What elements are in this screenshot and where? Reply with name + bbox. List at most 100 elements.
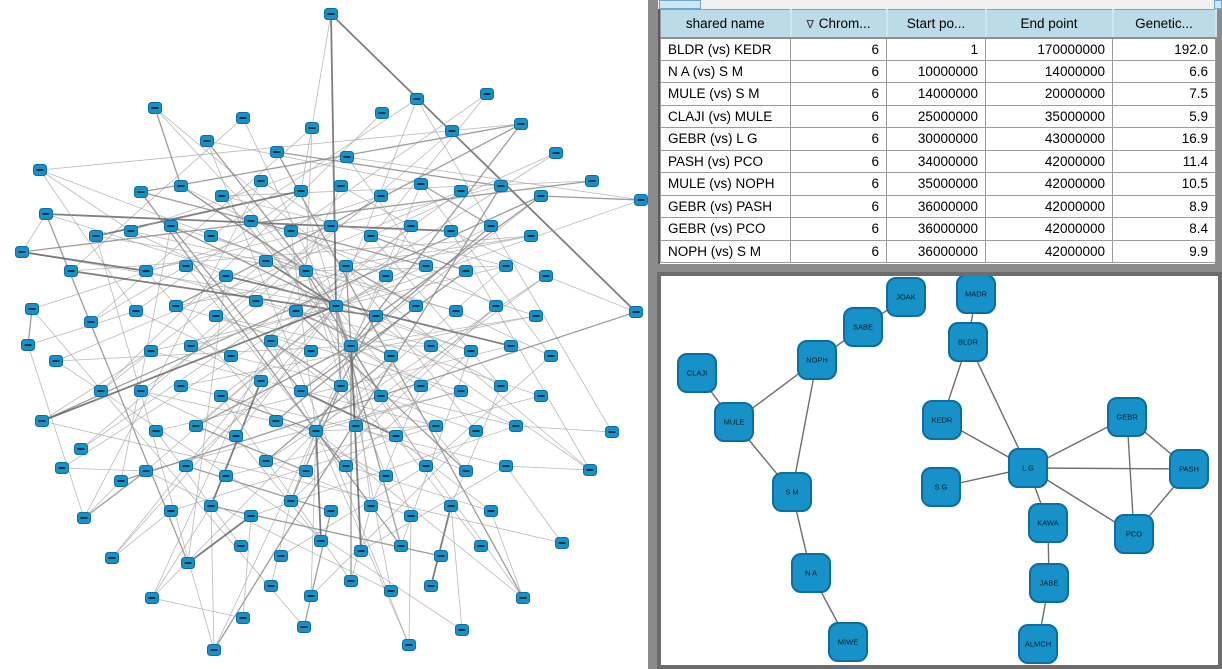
network-node[interactable]	[55, 462, 69, 474]
network-node[interactable]	[89, 230, 103, 242]
table-cell[interactable]: 6	[790, 172, 887, 196]
network-node-claji[interactable]: CLAJI	[677, 353, 717, 393]
network-node[interactable]	[184, 340, 198, 352]
network-node[interactable]	[404, 510, 418, 522]
table-cell[interactable]: 8.4	[1112, 217, 1216, 241]
network-node[interactable]	[254, 375, 268, 387]
table-cell[interactable]: NOPH (vs) S M	[660, 239, 791, 263]
table-cell[interactable]: CLAJI (vs) MULE	[660, 104, 791, 128]
network-node[interactable]	[259, 255, 273, 267]
network-node[interactable]	[94, 385, 108, 397]
network-node[interactable]	[454, 385, 468, 397]
network-node[interactable]	[340, 151, 354, 163]
network-node[interactable]	[459, 265, 473, 277]
table-cell[interactable]: 10.5	[1112, 172, 1216, 196]
network-node[interactable]	[236, 112, 250, 124]
network-node[interactable]	[314, 535, 328, 547]
network-node[interactable]	[149, 425, 163, 437]
network-node[interactable]	[294, 385, 308, 397]
network-node[interactable]	[402, 639, 416, 651]
network-node[interactable]	[324, 220, 338, 232]
column-header-3[interactable]: End point	[985, 9, 1114, 39]
network-node[interactable]	[499, 260, 513, 272]
network-node[interactable]	[424, 340, 438, 352]
table-cell[interactable]: 6	[790, 37, 887, 61]
network-node[interactable]	[229, 430, 243, 442]
table-cell[interactable]: GEBR (vs) L G	[660, 127, 791, 151]
network-node-pco[interactable]: PCO	[1114, 514, 1154, 554]
network-node[interactable]	[234, 540, 248, 552]
network-node[interactable]	[214, 390, 228, 402]
network-node[interactable]	[379, 470, 393, 482]
network-node[interactable]	[74, 443, 88, 455]
network-node[interactable]	[304, 345, 318, 357]
network-node[interactable]	[409, 300, 423, 312]
network-node[interactable]	[419, 460, 433, 472]
table-cell[interactable]: N A (vs) S M	[660, 59, 791, 83]
table-cell[interactable]: 8.9	[1112, 194, 1216, 218]
network-node[interactable]	[305, 122, 319, 134]
network-node[interactable]	[134, 186, 148, 198]
network-node[interactable]	[284, 225, 298, 237]
table-cell[interactable]: 11.4	[1112, 149, 1216, 173]
network-node[interactable]	[539, 270, 553, 282]
network-node[interactable]	[504, 340, 518, 352]
table-row[interactable]: NOPH (vs) S M 6 36000000 42000000 9.9	[660, 239, 1216, 263]
network-node[interactable]	[144, 345, 158, 357]
network-node[interactable]	[33, 164, 47, 176]
table-cell[interactable]: 1	[886, 37, 986, 61]
network-node[interactable]	[524, 230, 538, 242]
network-node[interactable]	[329, 300, 343, 312]
network-node[interactable]	[224, 350, 238, 362]
table-cell[interactable]: 14000000	[886, 82, 986, 106]
table-cell[interactable]: 9.9	[1112, 239, 1216, 263]
network-node[interactable]	[384, 350, 398, 362]
network-node[interactable]	[134, 385, 148, 397]
network-node[interactable]	[324, 8, 338, 20]
network-node-madr[interactable]: MADR	[956, 274, 996, 314]
network-node[interactable]	[25, 303, 39, 315]
table-cell[interactable]: 36000000	[886, 217, 986, 241]
table-corner-widget[interactable]	[659, 0, 701, 9]
network-node-jabe[interactable]: JABE	[1029, 563, 1069, 603]
network-node[interactable]	[244, 510, 258, 522]
network-node[interactable]	[179, 460, 193, 472]
network-node[interactable]	[389, 430, 403, 442]
network-node[interactable]	[549, 147, 563, 159]
network-node[interactable]	[410, 93, 424, 105]
network-node[interactable]	[529, 310, 543, 322]
network-node[interactable]	[289, 305, 303, 317]
network-node[interactable]	[464, 345, 478, 357]
network-node[interactable]	[204, 230, 218, 242]
network-node[interactable]	[189, 420, 203, 432]
network-node[interactable]	[434, 550, 448, 562]
network-node[interactable]	[459, 465, 473, 477]
network-node[interactable]	[419, 260, 433, 272]
network-node-s-m[interactable]: S M	[772, 472, 812, 512]
column-header-0[interactable]: shared name	[660, 9, 792, 39]
network-node[interactable]	[129, 305, 143, 317]
small-network-canvas[interactable]: MADR JOAK SABE NOPH CLAJI MULE BLDR KEDR GEBR L G…	[661, 274, 1218, 665]
network-node[interactable]	[114, 475, 128, 487]
network-node[interactable]	[164, 220, 178, 232]
network-node[interactable]	[354, 545, 368, 557]
network-node[interactable]	[299, 465, 313, 477]
network-node[interactable]	[207, 644, 221, 656]
network-node[interactable]	[334, 180, 348, 192]
table-row[interactable]: PASH (vs) PCO 6 34000000 42000000 11.4	[660, 149, 1216, 173]
network-node[interactable]	[364, 230, 378, 242]
table-row[interactable]: GEBR (vs) PASH 6 36000000 42000000 8.9	[660, 194, 1216, 218]
network-node[interactable]	[264, 580, 278, 592]
network-node[interactable]	[454, 185, 468, 197]
network-node[interactable]	[489, 300, 503, 312]
table-cell[interactable]: 42000000	[985, 149, 1113, 173]
network-node-pash[interactable]: PASH	[1169, 449, 1209, 489]
network-node-joak[interactable]: JOAK	[886, 277, 926, 317]
network-node[interactable]	[181, 557, 195, 569]
network-node[interactable]	[339, 260, 353, 272]
network-node[interactable]	[49, 355, 63, 367]
network-node[interactable]	[379, 270, 393, 282]
network-node-gebr[interactable]: GEBR	[1107, 397, 1147, 437]
network-node[interactable]	[449, 305, 463, 317]
network-edge[interactable]	[791, 359, 818, 493]
